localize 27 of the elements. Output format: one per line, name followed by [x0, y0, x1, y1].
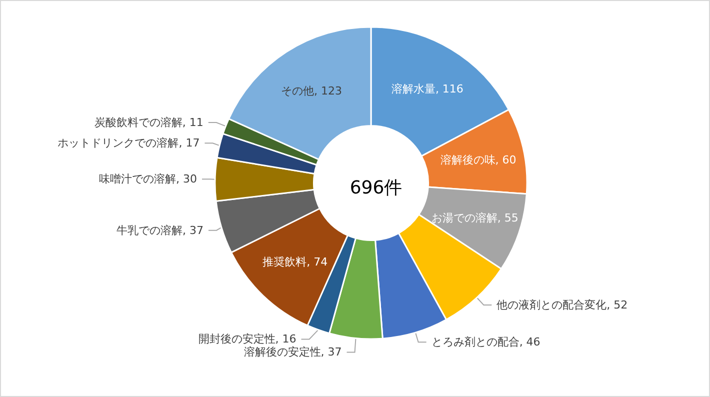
data-label: , 30: [176, 172, 197, 186]
slice-label: とろみ剤との配合: [431, 336, 520, 349]
slice-label: ホットドリンクでの溶解: [58, 136, 179, 150]
data-label: , 74: [306, 256, 328, 269]
slice-label: 炭酸飲料での溶解: [94, 116, 182, 130]
data-label: , 52: [606, 298, 628, 312]
data-label: , 17: [178, 136, 200, 150]
data-label: , 55: [497, 212, 518, 225]
slice-label: 開封後の安定性: [198, 332, 276, 346]
data-label: , 116: [435, 82, 464, 96]
slice-label: 溶解後の安定性: [244, 346, 321, 359]
data-label: , 37: [320, 346, 342, 359]
slice-label: 溶解後の味: [440, 154, 496, 167]
slice-label: その他: [281, 84, 314, 98]
slice-label: 牛乳での溶解: [116, 224, 182, 237]
data-label: , 37: [182, 224, 204, 237]
data-label: , 123: [314, 84, 342, 98]
data-label: , 16: [275, 332, 296, 346]
slice-label: お湯での溶解: [431, 212, 498, 225]
data-label: , 11: [182, 116, 204, 130]
slice-label: 他の液剤との配合変化: [496, 298, 607, 312]
text: 696件: [350, 178, 402, 198]
data-label: , 46: [519, 336, 540, 349]
slice-label: 味噌汁での溶解: [99, 172, 176, 186]
slice-label: 推奨飲料: [262, 256, 307, 269]
data-label: , 60: [495, 154, 516, 167]
slice-label: 溶解水量: [391, 82, 436, 96]
